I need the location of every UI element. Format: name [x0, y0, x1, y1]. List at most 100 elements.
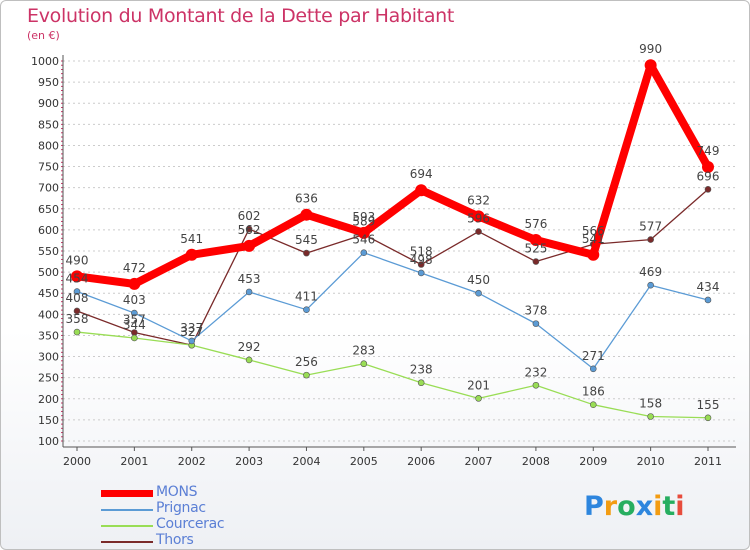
data-label-thors: 577	[639, 220, 662, 234]
y-tick-label: 200	[38, 393, 59, 406]
x-tick-label: 2007	[465, 455, 493, 468]
data-label-courcerac: 327	[180, 325, 203, 339]
chart-subtitle: (en €)	[27, 29, 60, 42]
logo-letter: P	[584, 491, 604, 522]
y-tick-label: 750	[38, 161, 59, 174]
data-label-courcerac: 232	[524, 365, 547, 379]
data-label-prignac: 450	[467, 273, 490, 287]
logo-letter: t	[662, 491, 676, 522]
data-point-courcerac	[647, 413, 654, 420]
data-label-mons: 541	[582, 232, 605, 246]
y-tick-label: 900	[38, 97, 59, 110]
data-label-thors: 545	[295, 233, 318, 247]
series-line-mons	[73, 61, 712, 288]
data-point-mons	[415, 184, 428, 197]
y-tick-label: 150	[38, 414, 59, 427]
data-point-prignac	[704, 296, 712, 304]
data-point-prignac	[303, 306, 310, 313]
data-label-mons: 636	[295, 192, 318, 206]
data-label-courcerac: 256	[295, 355, 318, 369]
legend-label-thors: Thors	[156, 532, 194, 548]
x-tick-label: 2004	[292, 455, 320, 468]
data-point-prignac	[73, 288, 81, 295]
logo-letter: x	[635, 491, 654, 522]
data-label-thors: 696	[697, 169, 720, 183]
data-point-prignac	[245, 288, 253, 296]
data-point-prignac	[532, 320, 540, 327]
chart-title: Evolution du Montant de la Dette par Hab…	[27, 5, 455, 27]
data-label-prignac: 403	[123, 293, 146, 307]
data-label-thors: 602	[238, 209, 261, 223]
data-point-mons	[300, 208, 313, 221]
data-point-mons	[529, 234, 542, 247]
data-point-thors	[704, 186, 712, 193]
x-tick-label: 2011	[694, 455, 722, 468]
data-label-prignac: 546	[352, 233, 375, 247]
data-label-courcerac: 238	[410, 363, 433, 377]
data-label-mons: 490	[66, 253, 89, 267]
x-tick-label: 2002	[178, 455, 206, 468]
data-label-thors: 566	[582, 224, 605, 238]
y-tick-label: 300	[38, 351, 59, 364]
y-tick-label: 850	[38, 118, 59, 131]
data-point-courcerac	[73, 328, 81, 336]
data-label-mons: 562	[238, 223, 261, 237]
data-label-prignac: 498	[410, 253, 433, 267]
x-tick-label: 2001	[120, 455, 148, 468]
legend-label-mons: MONS	[156, 484, 198, 500]
data-label-courcerac: 292	[238, 340, 261, 354]
data-point-prignac	[589, 365, 597, 373]
data-point-mons	[128, 277, 141, 290]
x-tick-label: 2005	[350, 455, 378, 468]
data-label-mons: 472	[123, 261, 146, 275]
data-label-mons: 576	[524, 217, 547, 231]
data-label-thors: 589	[352, 215, 375, 229]
y-tick-label: 100	[38, 435, 59, 448]
y-tick-label: 950	[38, 76, 59, 89]
data-label-courcerac: 283	[352, 344, 375, 358]
data-point-courcerac	[704, 414, 712, 422]
y-tick-label: 400	[38, 308, 59, 321]
data-point-thors	[647, 236, 654, 243]
logo-letter: i	[653, 491, 663, 522]
data-point-prignac	[647, 281, 654, 289]
y-tick-label: 600	[38, 224, 59, 237]
data-point-courcerac	[131, 334, 138, 342]
y-tick-label: 1000	[31, 55, 59, 68]
x-tick-label: 2008	[522, 455, 550, 468]
data-point-thors	[532, 258, 540, 265]
data-point-thors	[245, 225, 253, 233]
data-point-courcerac	[360, 360, 368, 368]
data-label-thors: 596	[467, 212, 490, 226]
data-point-thors	[475, 228, 482, 235]
data-point-mons	[587, 248, 600, 261]
data-point-courcerac	[245, 356, 253, 364]
data-label-courcerac: 155	[697, 398, 720, 412]
data-point-thors	[303, 249, 310, 257]
data-point-prignac	[417, 269, 425, 277]
y-tick-label: 650	[38, 203, 59, 216]
legend-label-prignac: Prignac	[156, 500, 206, 516]
x-tick-label: 2009	[579, 455, 607, 468]
y-tick-label: 700	[38, 182, 59, 195]
x-tick-label: 2003	[235, 455, 263, 468]
y-tick-label: 350	[38, 329, 59, 342]
y-tick-label: 550	[38, 245, 59, 258]
data-label-mons: 990	[639, 42, 662, 56]
data-point-courcerac	[589, 401, 597, 408]
data-point-courcerac	[475, 395, 482, 402]
x-tick-label: 2000	[63, 455, 91, 468]
data-label-mons: 632	[467, 193, 490, 207]
data-label-thors: 525	[524, 242, 547, 256]
data-label-mons: 541	[180, 232, 203, 246]
data-point-courcerac	[532, 381, 540, 389]
logo-letter: r	[603, 491, 618, 522]
x-tick-label: 2006	[407, 455, 435, 468]
data-point-mons	[702, 160, 714, 173]
data-label-courcerac: 201	[467, 378, 490, 392]
data-point-mons	[243, 239, 256, 252]
proxiti-logo[interactable]: Proxiti	[584, 491, 685, 522]
legend-swatch-courcerac	[101, 525, 153, 527]
y-tick-label: 500	[38, 266, 59, 279]
